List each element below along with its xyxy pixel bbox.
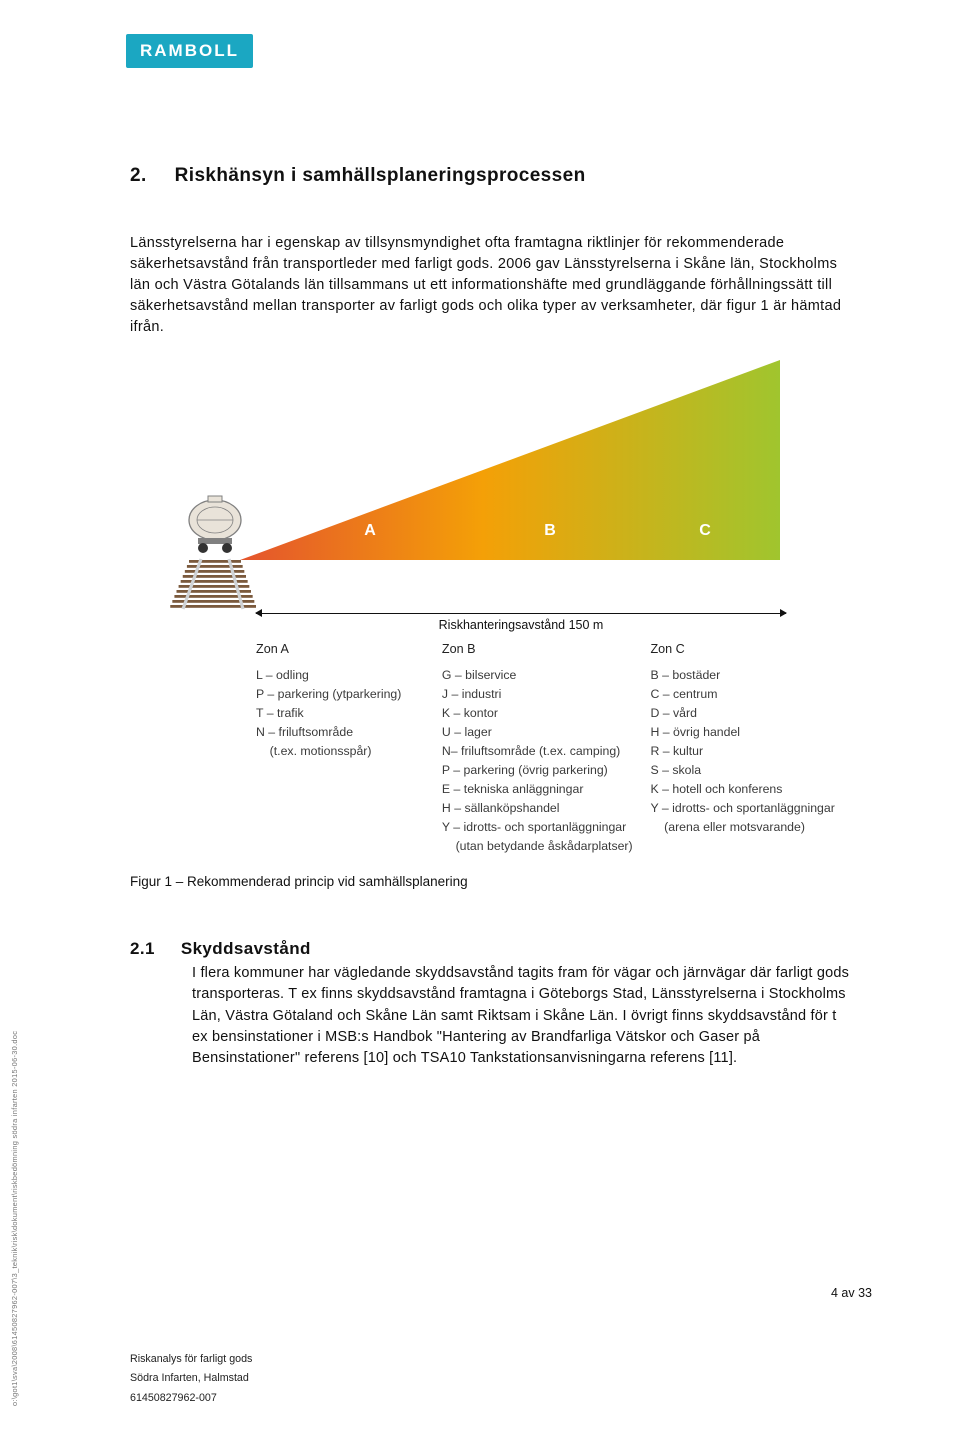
footer-line-3: 61450827962-007 [130,1389,252,1408]
zone-item: H – övrig handel [650,723,850,742]
zone-item: B – bostäder [650,666,850,685]
zone-item: R – kultur [650,742,850,761]
zone-item: H – sällanköpshandel [442,799,651,818]
zone-item: K – hotell och konferens [650,780,850,799]
zone-item: S – skola [650,761,850,780]
subsection-title: Skyddsavstånd [181,939,311,959]
zone-item: N– friluftsområde (t.ex. camping) [442,742,651,761]
risk-distance-label: Riskhanteringsavstånd 150 m [256,618,786,632]
document-path: o:\got1\sva\2008\61450827962-007\3_tekni… [10,1031,19,1406]
zone-item: (arena eller motsvarande) [650,818,850,837]
page-number: 4 av 33 [831,1286,872,1300]
zone-item: J – industri [442,685,651,704]
zone-item: C – centrum [650,685,850,704]
zone-item: D – vård [650,704,850,723]
svg-text:B: B [544,522,556,539]
subsection-paragraph: I flera kommuner har vägledande skyddsav… [192,963,850,1070]
zone-title: Zon A [256,640,442,660]
risk-distance-arrow [256,613,786,614]
zone-title: Zon C [650,640,850,660]
zone-column: Zon C B – bostäderC – centrumD – vårdH – … [650,640,850,856]
zone-item: E – tekniska anläggningar [442,780,651,799]
zone-item: G – bilservice [442,666,651,685]
page-content: 2. Riskhänsyn i samhällsplaneringsproces… [130,165,850,1070]
zone-item: Y – idrotts- och sportanläggningar [442,818,651,837]
subsection-number: 2.1 [130,939,155,959]
svg-text:C: C [699,522,711,539]
zone-title: Zon B [442,640,651,660]
intro-paragraph: Länsstyrelserna har i egenskap av tillsy… [130,233,850,338]
zone-item: K – kontor [442,704,651,723]
subsection-heading: 2.1 Skyddsavstånd [130,939,850,959]
section-number: 2. [130,165,147,187]
section-heading: 2. Riskhänsyn i samhällsplaneringsproces… [130,165,850,187]
brand-logo: RAMBOLL [126,34,253,68]
zone-column: Zon B G – bilserviceJ – industriK – konto… [442,640,651,856]
figure-caption: Figur 1 – Rekommenderad princip vid samh… [130,874,850,889]
footer-line-1: Riskanalys för farligt gods [130,1350,252,1369]
zone-item: P – parkering (övrig parkering) [442,761,651,780]
footer-block: Riskanalys för farligt gods Södra Infart… [130,1350,252,1408]
zone-item: Y – idrotts- och sportanläggningar [650,799,850,818]
footer-line-2: Södra Infarten, Halmstad [130,1369,252,1388]
zone-column: Zon A L – odlingP – parkering (ytparkerin… [256,640,442,856]
zone-item: (t.ex. motionsspår) [256,742,442,761]
figure-1: A B C Riskhanteringsavstånd 150 m Zon A L… [130,360,850,889]
zone-item: (utan betydande åskådarplatser) [442,837,651,856]
zone-item: P – parkering (ytparkering) [256,685,442,704]
section-title: Riskhänsyn i samhällsplaneringsprocessen [175,165,586,187]
zone-item: N – friluftsområde [256,723,442,742]
zone-item: L – odling [256,666,442,685]
zone-item: U – lager [442,723,651,742]
zone-item: T – trafik [256,704,442,723]
zone-columns: Zon A L – odlingP – parkering (ytparkerin… [256,640,850,856]
svg-text:A: A [364,522,376,539]
risk-wedge-diagram: A B C [130,360,790,610]
